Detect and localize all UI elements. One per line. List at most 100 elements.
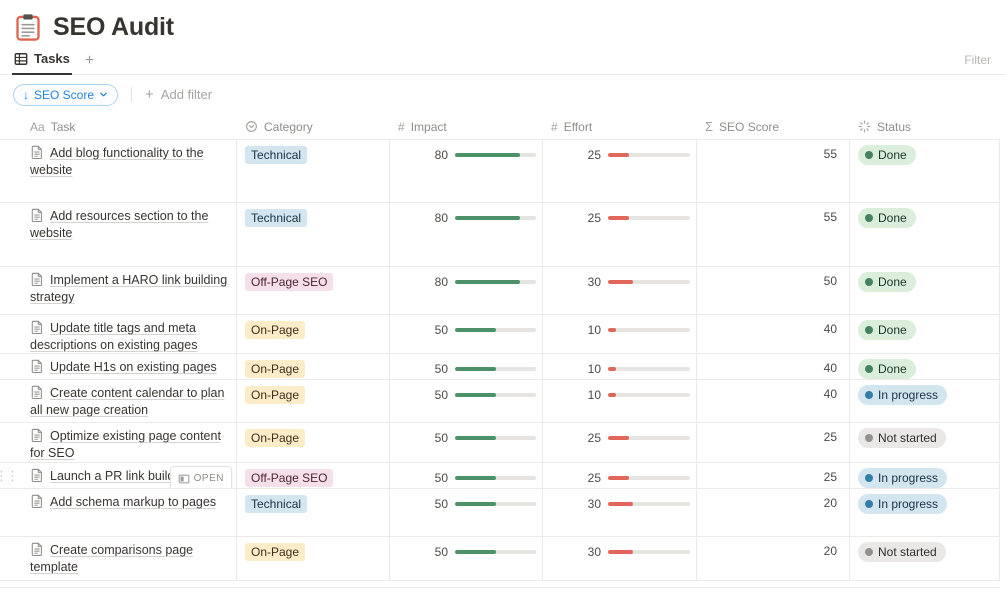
impact-cell[interactable]: 80: [390, 203, 543, 266]
category-cell[interactable]: On-Page: [237, 315, 390, 353]
effort-cell[interactable]: 25: [543, 203, 697, 266]
impact-cell[interactable]: 50: [390, 354, 543, 379]
impact-bar: [455, 393, 536, 397]
column-header-task[interactable]: Aa Task: [0, 120, 237, 134]
task-cell[interactable]: Add resources section to the website: [0, 203, 237, 266]
new-row-divider[interactable]: [0, 587, 1000, 588]
category-cell[interactable]: Off-Page SEO: [237, 267, 390, 314]
status-cell[interactable]: Done: [850, 354, 1000, 379]
effort-cell[interactable]: 10: [543, 380, 697, 422]
column-header-status[interactable]: Status: [850, 120, 1000, 134]
effort-cell[interactable]: 10: [543, 315, 697, 353]
impact-cell[interactable]: 50: [390, 463, 543, 488]
task-title[interactable]: Add schema markup to pages: [50, 495, 217, 509]
effort-cell[interactable]: 10: [543, 354, 697, 379]
effort-cell[interactable]: 30: [543, 489, 697, 536]
open-button[interactable]: OPEN: [169, 466, 232, 488]
filter-button[interactable]: Filter: [964, 53, 991, 67]
effort-cell[interactable]: 25: [543, 423, 697, 462]
category-cell[interactable]: On-Page: [237, 537, 390, 580]
task-cell[interactable]: Create comparisons page template: [0, 537, 237, 580]
page-icon: [31, 145, 42, 159]
task-title[interactable]: Create content calendar to plan all new …: [30, 386, 225, 417]
task-cell[interactable]: Update title tags and meta descriptions …: [0, 315, 237, 353]
status-cell[interactable]: Not started: [850, 537, 1000, 580]
task-cell[interactable]: Update H1s on existing pages: [0, 354, 237, 379]
status-label: Done: [878, 362, 907, 376]
category-tag: Off-Page SEO: [245, 273, 334, 291]
effort-value: 30: [587, 545, 601, 559]
effort-cell[interactable]: 25: [543, 140, 697, 202]
task-title[interactable]: Launch a PR link building ca: [50, 469, 208, 483]
task-title[interactable]: Update H1s on existing pages: [50, 360, 217, 374]
table-row: Implement a HARO link building strategy O…: [0, 267, 1000, 315]
task-title[interactable]: Add blog functionality to the website: [30, 146, 204, 177]
impact-value: 50: [434, 388, 448, 402]
category-cell[interactable]: Technical: [237, 203, 390, 266]
category-cell[interactable]: On-Page: [237, 380, 390, 422]
task-title[interactable]: Optimize existing page content for SEO: [30, 429, 221, 460]
category-cell[interactable]: On-Page: [237, 354, 390, 379]
task-cell[interactable]: Optimize existing page content for SEO: [0, 423, 237, 462]
task-title[interactable]: Implement a HARO link building strategy: [30, 273, 228, 304]
status-pill: Not started: [858, 542, 946, 562]
status-cell[interactable]: In progress: [850, 489, 1000, 536]
impact-cell[interactable]: 80: [390, 140, 543, 202]
column-header-category[interactable]: Category: [237, 120, 390, 134]
impact-cell[interactable]: 50: [390, 423, 543, 462]
impact-cell[interactable]: 50: [390, 537, 543, 580]
task-cell[interactable]: Create content calendar to plan all new …: [0, 380, 237, 422]
effort-cell[interactable]: 30: [543, 537, 697, 580]
task-cell[interactable]: Add blog functionality to the website: [0, 140, 237, 202]
task-cell[interactable]: Add schema markup to pages: [0, 489, 237, 536]
page-title[interactable]: SEO Audit: [53, 12, 174, 41]
category-cell[interactable]: Off-Page SEO: [237, 463, 390, 488]
effort-bar: [608, 280, 690, 284]
effort-value: 10: [587, 362, 601, 376]
drag-handle-icon[interactable]: ⋮⋮: [0, 468, 19, 483]
task-cell[interactable]: Implement a HARO link building strategy: [0, 267, 237, 314]
impact-value: 80: [434, 148, 448, 162]
plus-icon: +: [145, 86, 154, 103]
status-cell[interactable]: In progress: [850, 380, 1000, 422]
column-label: SEO Score: [719, 119, 780, 134]
seo-score-cell: 55: [697, 140, 850, 202]
add-view-button[interactable]: +: [84, 52, 95, 69]
impact-cell[interactable]: 50: [390, 315, 543, 353]
tab-tasks[interactable]: Tasks: [12, 51, 72, 75]
category-cell[interactable]: On-Page: [237, 423, 390, 462]
column-header-seo-score[interactable]: Σ SEO Score: [697, 119, 850, 134]
status-cell[interactable]: Done: [850, 203, 1000, 266]
task-title[interactable]: Create comparisons page template: [30, 543, 194, 574]
status-cell[interactable]: In progress: [850, 463, 1000, 488]
status-cell[interactable]: Not started: [850, 423, 1000, 462]
column-header-impact[interactable]: # Impact: [390, 120, 543, 134]
category-cell[interactable]: Technical: [237, 140, 390, 202]
page-icon: [31, 320, 42, 334]
status-label: Not started: [878, 545, 937, 559]
add-filter-button[interactable]: + Add filter: [145, 87, 212, 102]
status-label: Done: [878, 323, 907, 337]
effort-cell[interactable]: 30: [543, 267, 697, 314]
impact-cell[interactable]: 50: [390, 380, 543, 422]
status-cell[interactable]: Done: [850, 140, 1000, 202]
seo-score-cell: 20: [697, 489, 850, 536]
category-tag: Technical: [245, 495, 308, 513]
status-cell[interactable]: Done: [850, 315, 1000, 353]
impact-cell[interactable]: 80: [390, 267, 543, 314]
effort-cell[interactable]: 25: [543, 463, 697, 488]
column-header-effort[interactable]: # Effort: [543, 120, 697, 134]
task-title[interactable]: Add resources section to the website: [30, 209, 209, 240]
impact-cell[interactable]: 50: [390, 489, 543, 536]
sort-label: SEO Score: [34, 87, 95, 102]
table-row: Update H1s on existing pages On-Page 50 10 4…: [0, 354, 1000, 380]
status-cell[interactable]: Done: [850, 267, 1000, 314]
effort-value: 25: [587, 211, 601, 225]
status-dot-icon: [865, 391, 873, 399]
category-cell[interactable]: Technical: [237, 489, 390, 536]
status-dot-icon: [865, 278, 873, 286]
task-title[interactable]: Update title tags and meta descriptions …: [30, 321, 198, 352]
sort-pill[interactable]: ↓ SEO Score: [13, 83, 119, 106]
impact-value: 50: [434, 362, 448, 376]
